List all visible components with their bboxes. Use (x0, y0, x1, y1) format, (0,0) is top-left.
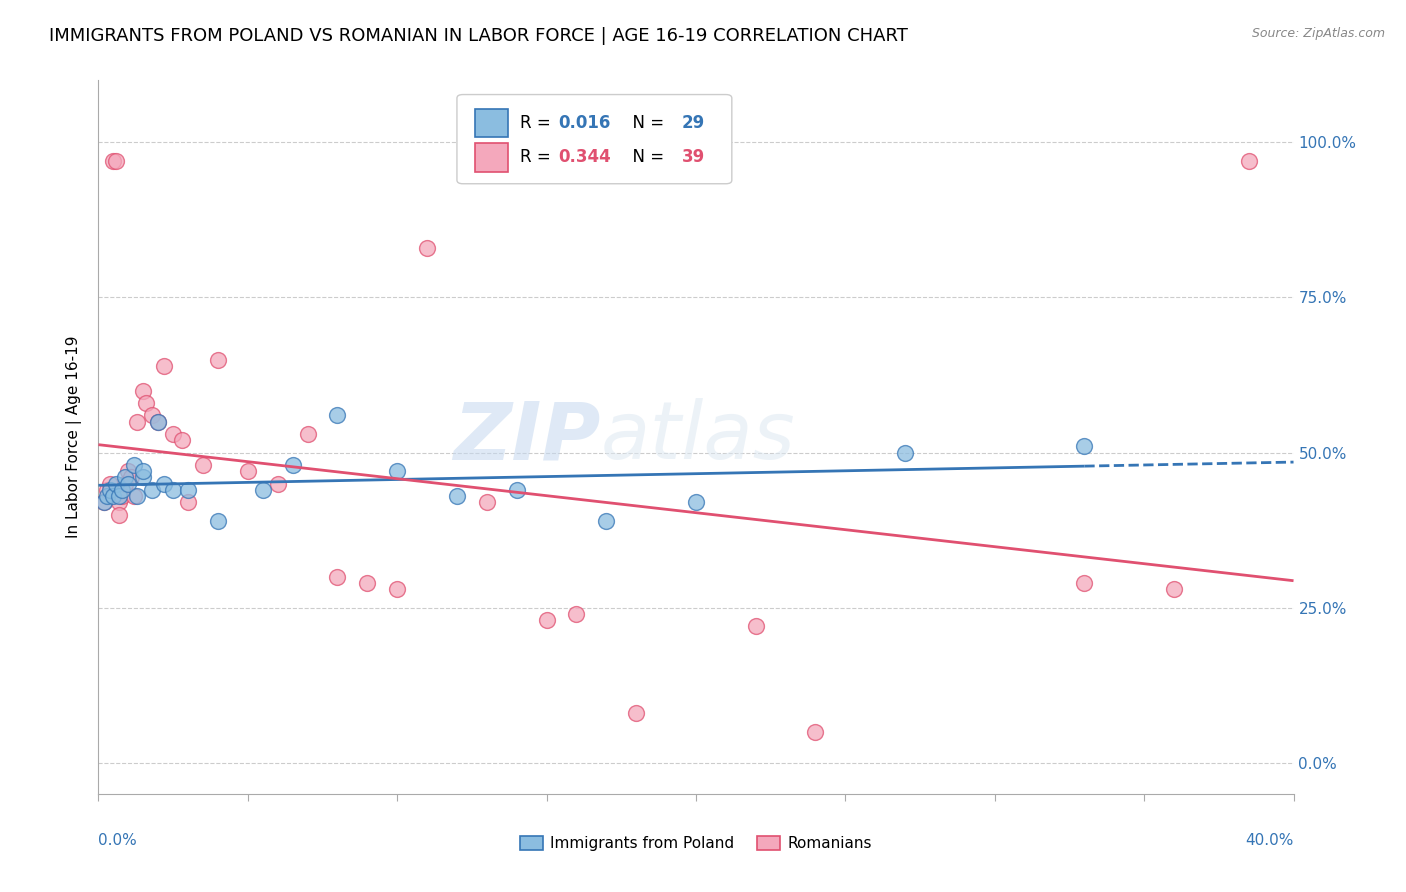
Point (1163, 582, 1185, 596)
Point (565, 607, 588, 621)
Point (297, 427, 319, 442)
Point (595, 514, 617, 528)
Point (117, 476, 139, 491)
Point (111, 489, 134, 503)
Legend: Immigrants from Poland, Romanians: Immigrants from Poland, Romanians (513, 830, 879, 857)
Text: N =: N = (621, 114, 669, 132)
Point (114, 470, 136, 484)
Point (111, 483, 134, 497)
Point (105, 153, 128, 168)
Point (153, 476, 176, 491)
Point (385, 582, 409, 596)
Text: 39: 39 (682, 148, 704, 166)
Point (141, 409, 163, 423)
Point (132, 470, 155, 484)
Point (114, 476, 136, 491)
Point (108, 508, 131, 522)
Point (356, 575, 378, 590)
Point (96, 489, 118, 503)
Text: IMMIGRANTS FROM POLAND VS ROMANIAN IN LABOR FORCE | AGE 16-19 CORRELATION CHART: IMMIGRANTS FROM POLAND VS ROMANIAN IN LA… (49, 27, 908, 45)
FancyBboxPatch shape (457, 95, 733, 184)
Point (162, 483, 184, 497)
Point (416, 241, 439, 255)
Point (191, 458, 214, 472)
Text: 0.344: 0.344 (558, 148, 612, 166)
Point (105, 476, 128, 491)
Point (894, 445, 917, 459)
Point (103, 489, 125, 503)
Point (745, 619, 768, 633)
FancyBboxPatch shape (475, 143, 509, 171)
Point (148, 415, 170, 429)
Point (93, 495, 115, 509)
Text: R =: R = (520, 114, 557, 132)
Text: N =: N = (621, 148, 669, 166)
Point (162, 427, 184, 442)
Point (124, 489, 146, 503)
Point (132, 464, 155, 478)
Point (804, 724, 827, 739)
Point (326, 409, 349, 423)
Text: R =: R = (520, 148, 557, 166)
Point (127, 489, 149, 503)
Text: 29: 29 (682, 114, 704, 132)
Point (153, 359, 176, 373)
Point (1073, 575, 1095, 590)
Point (135, 396, 157, 410)
Point (385, 464, 409, 478)
Text: atlas: atlas (600, 398, 796, 476)
FancyBboxPatch shape (475, 109, 509, 137)
Point (236, 464, 259, 478)
Point (127, 415, 149, 429)
Point (252, 483, 274, 497)
Point (475, 495, 498, 509)
Point (626, 706, 648, 721)
Point (117, 464, 139, 478)
Text: 0.016: 0.016 (558, 114, 612, 132)
Text: Source: ZipAtlas.com: Source: ZipAtlas.com (1251, 27, 1385, 40)
Point (177, 495, 200, 509)
Text: 40.0%: 40.0% (1246, 833, 1294, 848)
Point (120, 470, 142, 484)
Text: 0.0%: 0.0% (98, 833, 138, 848)
Point (103, 153, 125, 168)
Point (124, 458, 146, 472)
Point (98, 476, 122, 491)
Point (132, 384, 155, 398)
Text: ZIP: ZIP (453, 398, 600, 476)
Point (267, 476, 290, 491)
Point (207, 352, 229, 367)
Point (98, 483, 122, 497)
Y-axis label: In Labor Force | Age 16-19: In Labor Force | Age 16-19 (66, 335, 83, 539)
Point (172, 433, 194, 447)
Point (108, 495, 131, 509)
Point (141, 483, 163, 497)
Point (685, 495, 707, 509)
Point (536, 613, 558, 627)
Point (177, 483, 200, 497)
Point (96, 483, 118, 497)
Point (281, 458, 304, 472)
Point (1237, 153, 1260, 168)
Point (326, 570, 349, 584)
Point (207, 514, 229, 528)
Point (446, 489, 468, 503)
Point (108, 489, 131, 503)
Point (1073, 439, 1095, 453)
Point (148, 415, 170, 429)
Point (506, 483, 529, 497)
Point (93, 495, 115, 509)
